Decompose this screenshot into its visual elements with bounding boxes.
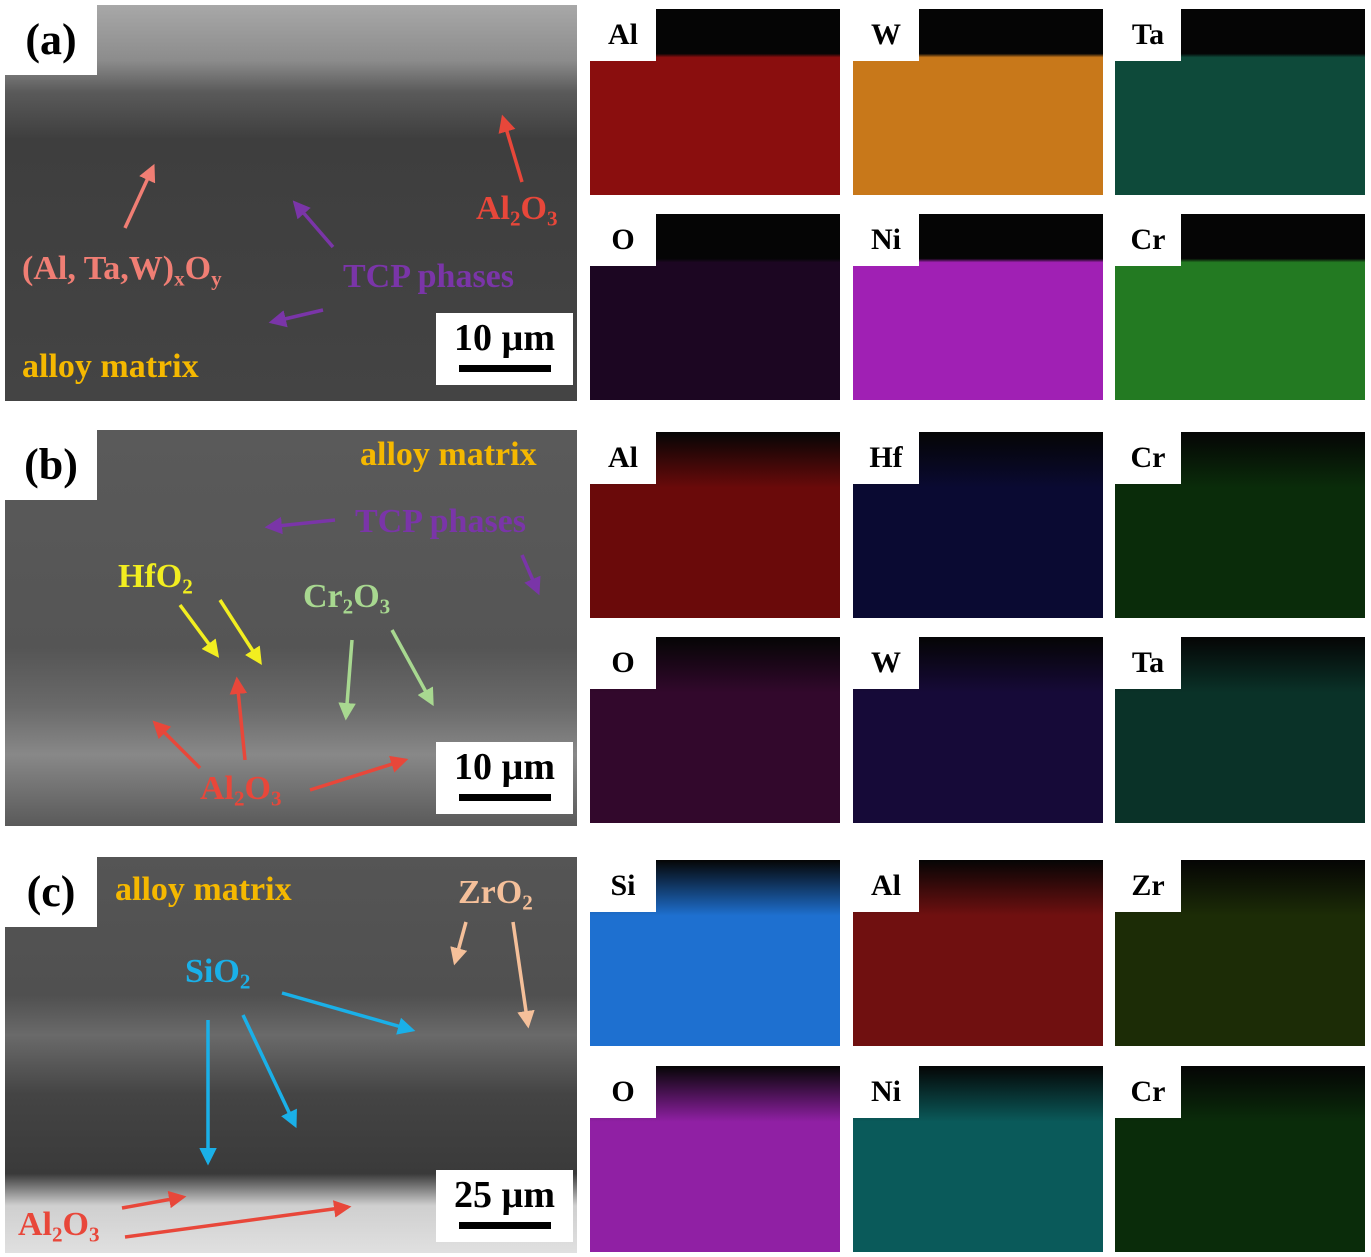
scale-bar-label: 10 µm [453,746,556,788]
eds-map-hf: Hf [853,432,1103,618]
eds-map-ta: Ta [1115,637,1365,823]
eds-map-w: W [853,637,1103,823]
eds-map-zr: Zr [1115,860,1365,1046]
annotation-al2o3: Al2O3 [476,190,558,231]
annotation-alloy-matrix: alloy matrix [22,348,199,385]
element-label: Ni [853,1066,919,1118]
eds-map-cr: Cr [1115,432,1365,618]
element-label: Ta [1115,637,1181,689]
eds-map-al: Al [853,860,1103,1046]
scale-bar-b: 10 µm [436,742,573,814]
eds-map-o: O [590,637,840,823]
scale-bar-label: 10 µm [453,317,556,359]
annotation-altawo: (Al, Ta,W)xOy [22,250,222,291]
element-label: Ta [1115,9,1181,61]
element-label: O [590,637,656,689]
annotation-alloy-matrix: alloy matrix [360,436,537,473]
element-label: O [590,214,656,266]
eds-map-ni: Ni [853,214,1103,400]
scale-bar-c: 25 µm [436,1170,573,1242]
eds-map-si: Si [590,860,840,1046]
element-label: Cr [1115,432,1181,484]
annotation-tcp-phases: TCP phases [355,503,526,540]
panel-label-c: (c) [5,857,97,927]
element-label: Zr [1115,860,1181,912]
eds-map-al: Al [590,432,840,618]
panel-label-a: (a) [5,5,97,75]
annotation-al2o3: Al2O3 [200,770,282,811]
element-label: Al [590,432,656,484]
element-label: Hf [853,432,919,484]
eds-map-cr: Cr [1115,1066,1365,1252]
eds-map-ta: Ta [1115,9,1365,195]
annotation-tcp-phases: TCP phases [343,258,514,295]
eds-map-al: Al [590,9,840,195]
element-label: Cr [1115,214,1181,266]
annotation-al2o3: Al2O3 [18,1206,100,1247]
element-label: O [590,1066,656,1118]
annotation-zro2: ZrO2 [458,874,533,915]
eds-map-w: W [853,9,1103,195]
eds-map-ni: Ni [853,1066,1103,1252]
element-label: Si [590,860,656,912]
element-label: W [853,637,919,689]
panel-label-b: (b) [5,430,97,500]
element-label: Al [590,9,656,61]
scale-bar-label: 25 µm [453,1174,556,1216]
eds-map-o: O [590,214,840,400]
annotation-cr2o3: Cr2O3 [303,578,391,619]
element-label: Al [853,860,919,912]
scale-bar-a: 10 µm [436,313,573,385]
eds-map-o: O [590,1066,840,1252]
element-label: Ni [853,214,919,266]
element-label: Cr [1115,1066,1181,1118]
eds-map-cr: Cr [1115,214,1365,400]
annotation-sio2: SiO2 [185,953,251,994]
element-label: W [853,9,919,61]
annotation-hfo2: HfO2 [118,558,193,599]
annotation-alloy-matrix: alloy matrix [115,871,292,908]
